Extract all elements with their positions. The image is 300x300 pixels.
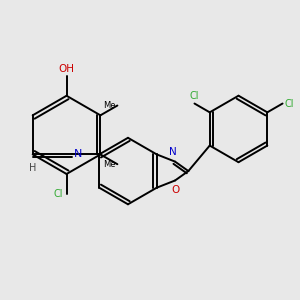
Text: N: N — [169, 147, 177, 157]
Text: OH: OH — [58, 64, 75, 74]
Text: N: N — [74, 148, 82, 159]
Text: Cl: Cl — [54, 188, 63, 199]
Text: Me: Me — [103, 160, 116, 169]
Text: O: O — [171, 185, 179, 195]
Text: Me: Me — [103, 101, 116, 110]
Text: Cl: Cl — [284, 98, 294, 109]
Text: Cl: Cl — [190, 91, 199, 101]
Text: H: H — [29, 163, 36, 173]
